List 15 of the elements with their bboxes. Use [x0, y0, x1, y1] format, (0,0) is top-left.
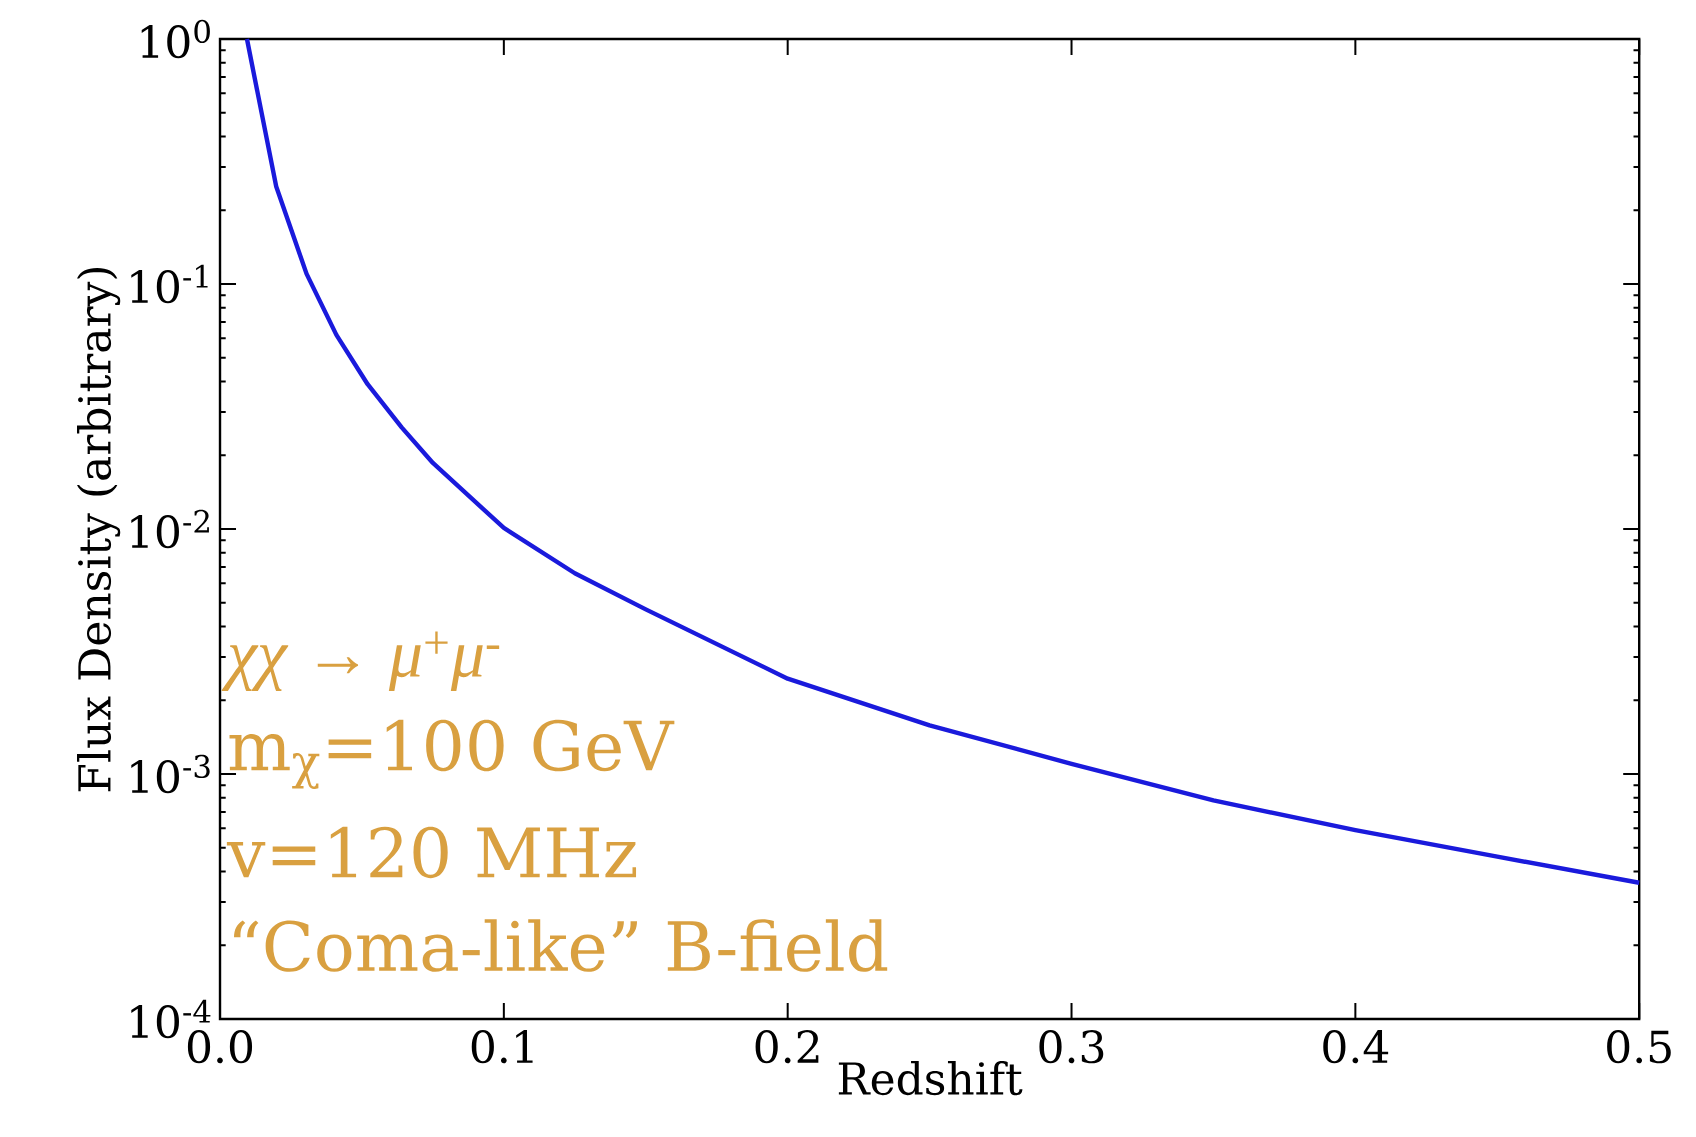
y-tick-label: 10$^{-2}$	[131, 509, 209, 549]
x-tick-label: 0.4	[1323, 1030, 1389, 1064]
annotation: m$_{χ}$=100 GeV	[229, 719, 675, 790]
x-tick-label: 0.5	[1607, 1030, 1671, 1064]
x-tick-label: 0.2	[755, 1030, 819, 1064]
x-tick-label: 0.1	[471, 1030, 533, 1064]
x-tick-label: 0.3	[1039, 1030, 1104, 1064]
annotation: “Coma-like” B-field	[234, 919, 888, 972]
y-tick-label: 10$^{-1}$	[131, 264, 208, 304]
y-tick-label: 10$^{-3}$	[131, 754, 210, 794]
y-axis-title: Flux Density (arbitrary)	[77, 267, 121, 792]
annotation: χχ → μ$^{+}$μ$^{-}$	[221, 631, 500, 692]
y-tick-label: 10$^{0}$	[141, 19, 210, 59]
x-axis-title: Redshift	[838, 1061, 1023, 1096]
annotation: v=120 MHz	[226, 826, 637, 879]
